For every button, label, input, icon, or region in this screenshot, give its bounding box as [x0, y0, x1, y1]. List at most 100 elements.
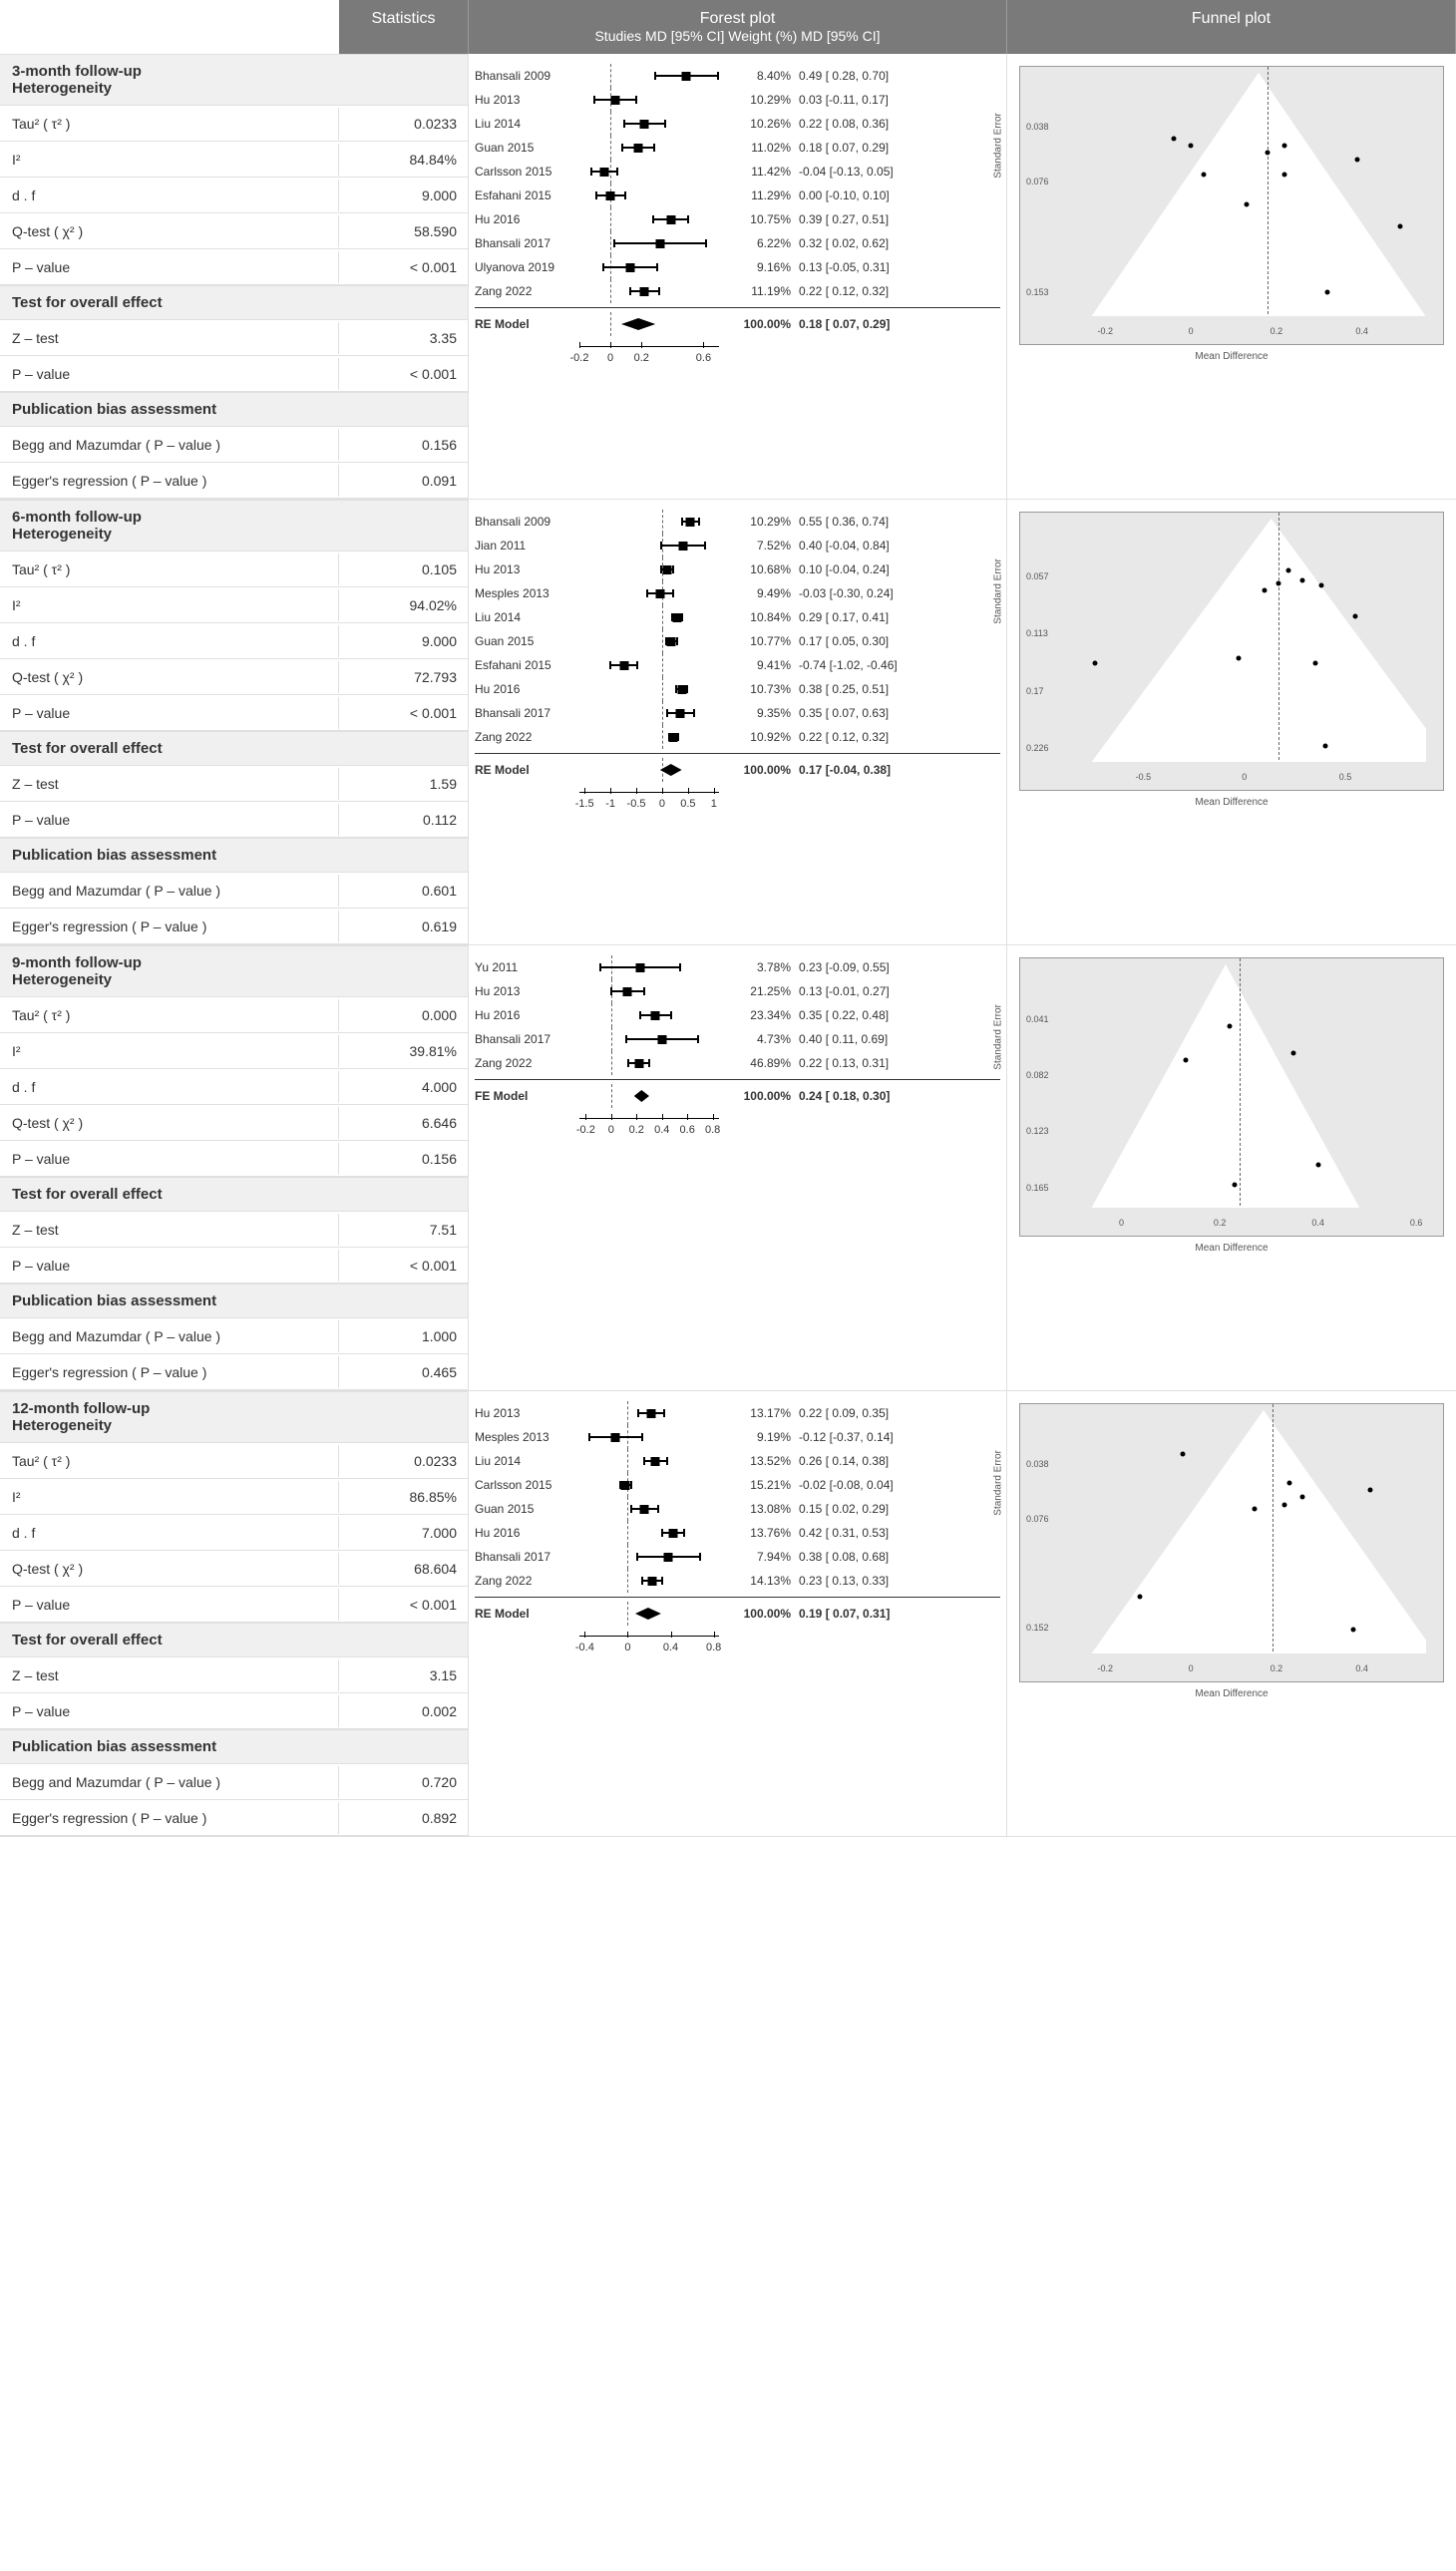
stat-row: P – value < 0.001: [0, 249, 468, 285]
forest-row: Bhansali 2017 4.73% 0.40 [ 0.11, 0.69]: [475, 1027, 1000, 1051]
axis-tick-label: -1.5: [575, 798, 594, 810]
forest-row: Jian 2011 7.52% 0.40 [-0.04, 0.84]: [475, 534, 1000, 557]
forest-column: Yu 2011 3.78% 0.23 [-0.09, 0.55] Hu 2013…: [469, 945, 1007, 1390]
weight: 13.52%: [719, 1454, 799, 1468]
forest-plot-cell: [579, 1499, 719, 1519]
axis-tick-mark: [662, 1114, 663, 1120]
forest-row: Carlsson 2015 15.21% -0.02 [-0.08, 0.04]: [475, 1473, 1000, 1497]
stat-row: Q-test ( χ² ) 72.793: [0, 659, 468, 695]
effect: -0.02 [-0.08, 0.04]: [799, 1478, 1000, 1492]
stat-value: 0.601: [339, 875, 469, 907]
weight: 21.25%: [719, 984, 799, 998]
forest-plot-cell: [579, 760, 719, 780]
axis-tick-mark: [584, 788, 585, 794]
stat-label: d . f: [0, 1071, 339, 1103]
stat-row: Begg and Mazumdar ( P – value ) 0.720: [0, 1764, 468, 1800]
header-blank: [0, 0, 339, 54]
funnel-point: [1183, 1058, 1188, 1063]
point-marker: [677, 685, 686, 694]
effect: -0.74 [-1.02, -0.46]: [799, 658, 1000, 672]
funnel-point: [1315, 1162, 1320, 1167]
stat-row: Z – test 1.59: [0, 766, 468, 802]
zero-line: [662, 677, 663, 701]
effect: -0.12 [-0.37, 0.14]: [799, 1430, 1000, 1444]
point-marker: [599, 168, 608, 177]
point-marker: [669, 733, 678, 742]
stats-column: 12-month follow-upHeterogeneity Tau² ( τ…: [0, 1391, 469, 1836]
stat-label: Tau² ( τ² ): [0, 1445, 339, 1477]
axis-tick-label: -1: [605, 798, 615, 810]
effect: 0.23 [-0.09, 0.55]: [799, 960, 1000, 974]
forest-row: Hu 2013 21.25% 0.13 [-0.01, 0.27]: [475, 979, 1000, 1003]
zero-line: [627, 1449, 628, 1473]
study-name: Zang 2022: [475, 1056, 579, 1070]
forest-plot-cell: [579, 162, 719, 182]
stat-label: Q-test ( χ² ): [0, 215, 339, 247]
stat-row: Begg and Mazumdar ( P – value ) 0.156: [0, 427, 468, 463]
stat-row: P – value < 0.001: [0, 1587, 468, 1623]
study-name: Hu 2016: [475, 212, 579, 226]
funnel-xtick: 0.4: [1355, 1663, 1368, 1673]
stat-label: P – value: [0, 251, 339, 283]
point-marker: [626, 263, 635, 272]
forest-row: Guan 2015 13.08% 0.15 [ 0.02, 0.29]: [475, 1497, 1000, 1521]
axis-tick-mark: [610, 342, 611, 348]
weight: 10.29%: [719, 93, 799, 107]
point-marker: [634, 144, 643, 153]
weight: 7.94%: [719, 1550, 799, 1564]
zero-line: [610, 312, 611, 336]
stat-label: Begg and Mazumdar ( P – value ): [0, 875, 339, 907]
axis-tick-label: 0.6: [680, 1124, 695, 1136]
stat-value: 0.091: [339, 465, 469, 497]
funnel-triangle: [1062, 519, 1426, 763]
funnel-apex-line: [1268, 67, 1269, 314]
forest-row: FE Model 100.00% 0.24 [ 0.18, 0.30]: [475, 1079, 1000, 1106]
study-name: Guan 2015: [475, 141, 579, 155]
forest-column: Bhansali 2009 8.40% 0.49 [ 0.28, 0.70] H…: [469, 54, 1007, 499]
effect: 0.40 [ 0.11, 0.69]: [799, 1032, 1000, 1046]
forest-plot-cell: [579, 1451, 719, 1471]
axis-tick-mark: [585, 1114, 586, 1120]
effect: 0.22 [ 0.12, 0.32]: [799, 730, 1000, 744]
funnel-xtick: 0: [1189, 326, 1194, 336]
table-header: Statistics Forest plot Studies MD [95% C…: [0, 0, 1456, 54]
point-marker: [656, 589, 665, 598]
funnel-point: [1189, 143, 1194, 148]
stat-value: 0.892: [339, 1802, 469, 1834]
panel-title: 12-month follow-upHeterogeneity: [0, 1391, 468, 1443]
point-marker: [676, 709, 685, 718]
funnel-plot: Standard Error -0.200.20.40.0380.0760.15…: [1019, 1403, 1444, 1682]
forest-axis: -0.2 0 0.2 0.6: [579, 340, 719, 374]
axis-tick-mark: [662, 788, 663, 794]
stat-value: 86.85%: [339, 1481, 469, 1513]
funnel-xtick: 0.4: [1355, 326, 1368, 336]
funnel-ytick: 0.152: [1026, 1623, 1049, 1633]
stat-row: Q-test ( χ² ) 6.646: [0, 1105, 468, 1141]
funnel-xtick: 0: [1189, 1663, 1194, 1673]
funnel-xtick: 0.2: [1271, 326, 1283, 336]
header-forest: Forest plot Studies MD [95% CI] Weight (…: [469, 0, 1007, 54]
funnel-plot: Standard Error -0.500.50.0570.1130.170.2…: [1019, 512, 1444, 791]
axis-tick-label: 0.6: [696, 352, 711, 364]
funnel-point: [1276, 580, 1281, 585]
stat-value: 0.619: [339, 911, 469, 942]
zero-line: [627, 1602, 628, 1626]
zero-line: [610, 64, 611, 88]
forest-row: Zang 2022 10.92% 0.22 [ 0.12, 0.32]: [475, 725, 1000, 749]
funnel-xtick: 0.6: [1410, 1218, 1423, 1228]
panel-title: 6-month follow-upHeterogeneity: [0, 500, 468, 551]
forest-row: Zang 2022 46.89% 0.22 [ 0.13, 0.31]: [475, 1051, 1000, 1075]
weight: 9.16%: [719, 260, 799, 274]
stat-value: < 0.001: [339, 1589, 469, 1621]
stat-label: d . f: [0, 625, 339, 657]
funnel-point: [1180, 1452, 1185, 1457]
panel-title: 3-month follow-upHeterogeneity: [0, 54, 468, 106]
stat-label: P – value: [0, 1250, 339, 1282]
study-name: Hu 2016: [475, 1008, 579, 1022]
weight: 11.29%: [719, 188, 799, 202]
funnel-point: [1227, 1024, 1232, 1029]
stat-value: 1.000: [339, 1320, 469, 1352]
funnel-point: [1232, 1183, 1237, 1188]
forest-row: Liu 2014 10.26% 0.22 [ 0.08, 0.36]: [475, 112, 1000, 136]
funnel-point: [1236, 656, 1241, 661]
